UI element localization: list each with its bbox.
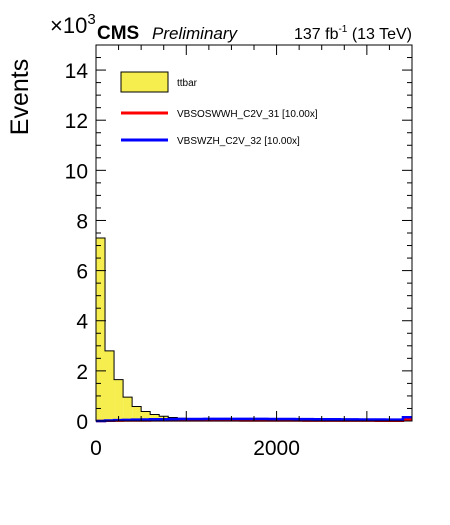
y-tick-label: 14	[65, 60, 89, 83]
legend: ttbar VBSOSWWH_C2V_31 [10.00x] VBSWZH_C2…	[120, 71, 318, 147]
y-axis-ticks: 0 2 4 6 8 10 12 14	[65, 44, 412, 434]
y-axis-label: Events	[6, 59, 34, 135]
histogram-bar	[150, 414, 160, 421]
y-tick-label: 6	[76, 261, 88, 284]
legend-label-ttbar: ttbar	[177, 78, 198, 89]
histogram-bar	[105, 350, 115, 421]
y-tick-label: 0	[76, 411, 88, 434]
histogram-bar	[141, 411, 151, 421]
y-multiplier: ×103	[50, 11, 96, 38]
x-axis-ticks: 0 2000	[90, 45, 413, 460]
x-tick-label: 2000	[253, 437, 300, 460]
y-tick-label: 8	[76, 210, 88, 233]
legend-label-vbsoswwh: VBSOSWWH_C2V_31 [10.00x]	[177, 109, 318, 120]
y-tick-label: 12	[65, 110, 88, 133]
y-tick-label: 2	[76, 361, 88, 384]
histogram-bar	[132, 406, 142, 421]
histogram-bars	[95, 237, 413, 422]
status-label: Preliminary	[152, 24, 239, 43]
experiment-label: CMS	[97, 23, 139, 44]
histogram-bar	[114, 379, 124, 421]
x-tick-label: 0	[90, 437, 102, 460]
histogram-bar	[96, 238, 106, 421]
plot-frame	[95, 44, 413, 422]
y-tick-label: 4	[76, 311, 88, 334]
histogram-bar	[123, 397, 133, 421]
y-tick-label: 10	[65, 160, 88, 183]
ttbar-outline	[95, 237, 413, 422]
lumi-label: 137 fb-1 (13 TeV)	[294, 24, 412, 43]
legend-label-vbswzh: VBSWZH_C2V_32 [10.00x]	[177, 136, 300, 147]
legend-swatch-ttbar	[120, 71, 169, 93]
vbswzh-line	[96, 415, 412, 423]
